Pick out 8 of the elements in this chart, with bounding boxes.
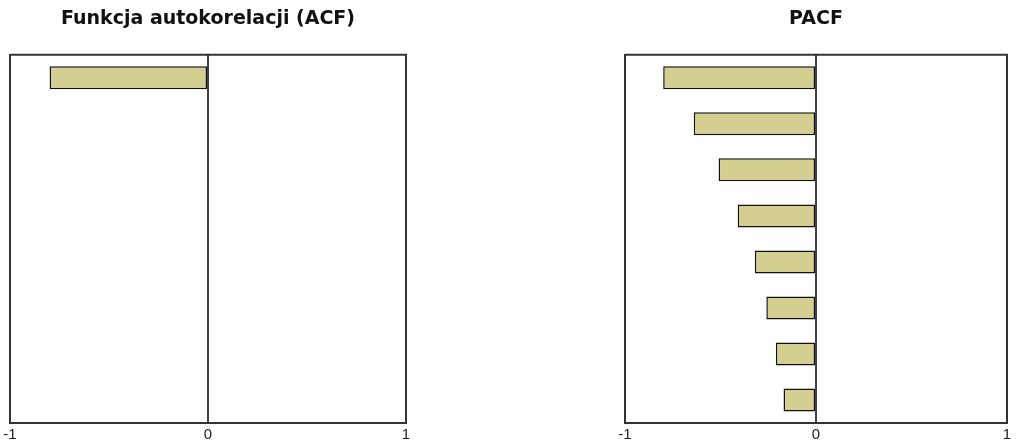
- x-tick-label: 0: [203, 425, 213, 443]
- x-tick-label: 1: [401, 425, 411, 443]
- chart-title: Funkcja autokorelacji (ACF): [60, 6, 356, 29]
- x-tick-label: 1: [1002, 425, 1012, 443]
- chart-title: PACF: [789, 6, 843, 29]
- x-tick-label: -1: [3, 425, 17, 443]
- x-tick-label: 0: [811, 425, 821, 443]
- x-tick-label: -1: [618, 425, 632, 443]
